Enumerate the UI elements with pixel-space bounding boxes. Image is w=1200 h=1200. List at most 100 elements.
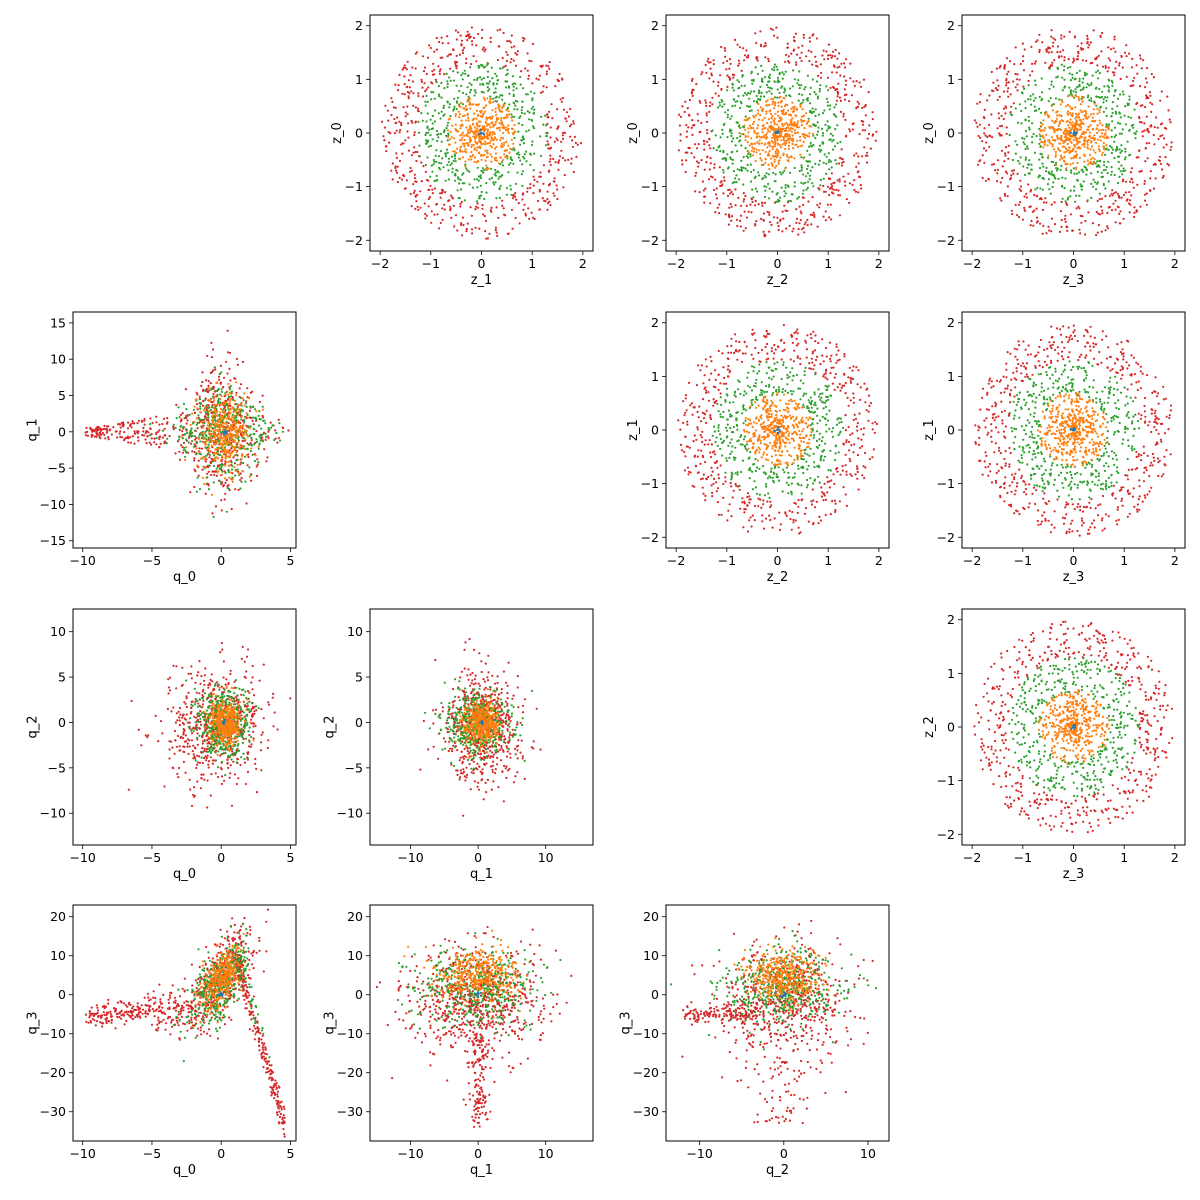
data-point	[1049, 97, 1052, 100]
data-point	[866, 154, 869, 157]
data-point	[750, 197, 753, 200]
data-point	[1060, 34, 1063, 37]
data-point	[1151, 103, 1154, 106]
data-point	[1082, 170, 1085, 173]
data-point	[868, 124, 871, 127]
data-point	[460, 133, 464, 136]
data-point	[804, 181, 807, 184]
data-point	[519, 115, 522, 118]
data-point	[746, 163, 749, 167]
data-point	[848, 182, 852, 185]
data-point	[483, 136, 486, 139]
data-point	[486, 75, 489, 78]
data-point	[1110, 135, 1113, 138]
data-point	[434, 109, 437, 112]
data-point	[848, 100, 851, 103]
data-point	[1063, 59, 1066, 62]
data-point	[559, 98, 562, 101]
data-point	[435, 174, 438, 177]
data-point	[1159, 162, 1162, 165]
data-point	[488, 142, 491, 145]
data-point	[1087, 138, 1090, 142]
data-point	[437, 93, 441, 96]
data-point	[507, 113, 511, 116]
data-point	[224, 481, 227, 484]
data-point	[228, 449, 231, 452]
data-point	[789, 171, 792, 174]
data-point	[802, 157, 805, 160]
data-point	[866, 137, 869, 140]
data-point	[414, 67, 417, 70]
data-point	[521, 136, 524, 139]
data-point	[159, 442, 162, 445]
data-point	[771, 145, 774, 148]
data-point	[1114, 199, 1117, 202]
data-point	[1152, 76, 1155, 79]
data-point	[829, 54, 832, 57]
data-point	[828, 216, 831, 219]
data-point	[699, 101, 702, 104]
data-point	[473, 126, 476, 129]
data-point	[467, 74, 470, 77]
data-point	[1107, 57, 1110, 60]
data-point	[755, 136, 758, 139]
data-point	[788, 87, 792, 90]
data-point	[853, 154, 856, 157]
data-point	[250, 479, 253, 482]
data-point	[1118, 196, 1121, 199]
data-point	[842, 115, 845, 118]
data-point	[1145, 115, 1148, 118]
data-point	[494, 229, 497, 232]
data-point	[1017, 203, 1021, 206]
data-point	[427, 131, 430, 134]
data-point	[430, 221, 433, 224]
data-point	[806, 167, 809, 171]
data-point	[420, 161, 423, 164]
data-point	[1054, 150, 1057, 154]
data-point	[822, 184, 825, 188]
data-point	[1105, 114, 1108, 117]
data-point	[750, 137, 753, 140]
data-point	[467, 119, 470, 122]
data-point	[491, 115, 494, 118]
data-point	[1066, 162, 1069, 165]
data-point	[719, 136, 722, 139]
data-point	[205, 379, 208, 382]
data-point	[396, 116, 399, 119]
data-point	[747, 131, 750, 134]
data-point	[1034, 97, 1037, 100]
data-point	[774, 150, 777, 153]
data-point	[1103, 153, 1107, 156]
data-point	[1057, 124, 1060, 127]
data-point	[1082, 118, 1085, 121]
data-point	[816, 65, 819, 68]
data-point	[517, 156, 520, 159]
data-point	[1051, 109, 1054, 112]
data-point	[1073, 130, 1076, 133]
data-point	[476, 146, 479, 149]
data-point	[768, 213, 771, 216]
data-point	[572, 122, 575, 125]
data-point	[481, 207, 484, 210]
data-point	[240, 461, 243, 464]
data-point	[1141, 59, 1145, 62]
data-point	[468, 131, 471, 134]
data-point	[795, 53, 799, 56]
data-point	[715, 149, 718, 152]
data-point	[1068, 72, 1071, 75]
data-point	[440, 96, 443, 99]
data-point	[734, 144, 737, 147]
data-point	[861, 123, 865, 126]
data-point	[1072, 133, 1075, 136]
data-point	[193, 485, 196, 489]
data-point	[1090, 137, 1093, 140]
data-point	[564, 117, 567, 120]
data-point	[275, 431, 278, 435]
data-point	[998, 95, 1001, 98]
data-point	[414, 150, 417, 154]
data-point	[996, 159, 1000, 162]
data-point	[486, 130, 489, 133]
data-point	[718, 104, 722, 107]
data-point	[797, 99, 800, 102]
data-point	[766, 210, 769, 213]
